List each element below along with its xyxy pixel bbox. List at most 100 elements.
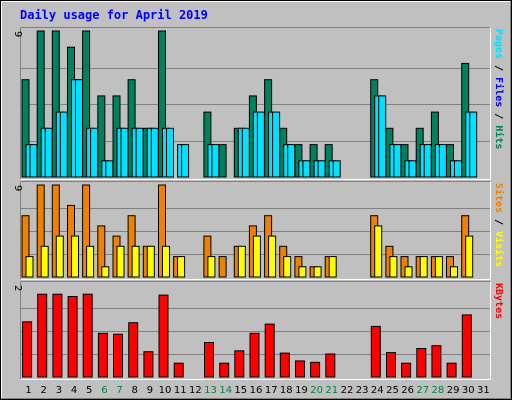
bar-kbytes-day-26 [401,362,412,378]
bar-pages-day-18 [287,144,296,178]
bar-sites-day-3 [55,235,64,278]
x-tick-label-day-11: 11 [174,385,187,396]
y-max-label: 2 [12,285,23,291]
bar-kbytes-day-19 [295,360,305,378]
bar-kbytes-day-27 [416,348,427,378]
x-tick-label-day-25: 25 [386,385,399,396]
bar-sites-day-5 [86,245,95,278]
bar-pages-day-21 [332,160,341,178]
bar-kbytes-day-25 [386,352,396,378]
x-tick-label-day-20: 20 [310,385,323,396]
x-tick-label-day-18: 18 [280,385,293,396]
bar-sites-day-28 [434,256,443,278]
bar-pages-day-4 [75,79,83,178]
series-sites [25,225,474,278]
x-tick-label-day-6: 6 [101,385,107,396]
x-tick-label-day-14: 14 [219,385,232,396]
bar-kbytes-day-21 [325,353,336,378]
legend: Pages / Files / Hits [493,29,505,149]
bar-pages-day-11 [181,144,190,178]
bar-kbytes-day-28 [431,345,442,378]
bar-pages-day-24 [378,95,387,178]
x-tick-label-day-27: 27 [416,385,429,396]
bar-kbytes-day-18 [279,352,290,378]
bar-kbytes-day-29 [446,362,457,378]
panel-visits-sites: 9 Sites / Visits [12,181,505,280]
bar-pages-day-5 [90,127,99,178]
bar-pages-day-10 [166,127,174,178]
bar-sites-day-2 [40,245,49,278]
bar-kbytes-day-1 [22,321,33,378]
bar-sites-day-6 [101,266,110,278]
legend-entry: / [493,59,504,77]
x-tick-label-day-2: 2 [41,385,47,396]
x-tick-label-day-26: 26 [401,385,414,396]
x-tick-label-day-9: 9 [147,385,153,396]
x-tick-label-day-7: 7 [116,385,122,396]
bar-sites-day-19 [298,266,307,278]
bar-pages-day-16 [256,111,265,178]
legend: Sites / Visits [493,183,505,267]
bar-sites-day-11 [177,256,186,278]
bar-sites-day-20 [313,266,322,278]
bar-kbytes-day-5 [82,293,93,378]
bar-sites-day-9 [146,245,155,278]
legend-entry: / [493,213,504,231]
legend: KBytes [493,283,504,319]
bar-kbytes-day-4 [67,296,78,378]
series-kbytes [22,293,472,378]
x-tick-label-day-22: 22 [341,385,354,396]
x-tick-label-day-1: 1 [25,385,31,396]
bar-kbytes-day-15 [234,350,245,378]
x-tick-label-day-19: 19 [295,385,308,396]
panel-kbytes: 2 KBytes [12,281,504,380]
x-tick-label-day-29: 29 [447,385,460,396]
bar-pages-day-20 [317,160,326,178]
bar-pages-day-13 [211,144,220,178]
x-tick-label-day-21: 21 [325,385,338,396]
bar-hits-day-14 [218,144,227,178]
bar-kbytes-day-16 [249,332,260,378]
bar-kbytes-day-30 [461,314,472,378]
x-tick-label-day-4: 4 [71,385,77,396]
bar-kbytes-day-14 [219,362,230,378]
x-tick-label-day-5: 5 [86,385,92,396]
bar-pages-day-29 [454,160,462,178]
bar-pages-day-3 [59,111,68,178]
legend-entry: Pages [493,29,504,59]
x-tick-label-day-30: 30 [462,385,475,396]
bar-sites-day-29 [450,266,458,278]
bar-pages-day-15 [241,127,250,178]
x-tick-label-day-3: 3 [56,385,62,396]
bar-kbytes-day-8 [128,322,139,378]
bar-sites-day-8 [131,245,140,278]
x-tick-label-day-8: 8 [132,385,138,396]
bar-pages-day-19 [302,160,311,178]
bar-kbytes-day-3 [52,293,63,378]
x-tick-label-day-15: 15 [234,385,247,396]
bar-kbytes-day-17 [264,323,275,378]
bar-pages-day-6 [105,160,114,178]
x-tick-label-day-28: 28 [432,385,445,396]
bar-pages-day-30 [469,111,478,178]
y-max-label: 9 [12,185,23,191]
bar-kbytes-day-20 [310,361,321,378]
x-tick-label-day-31: 31 [477,385,490,396]
y-max-label: 9 [12,31,23,37]
bar-kbytes-day-7 [113,333,123,378]
legend-entry: Visits [493,231,505,267]
x-tick-label-day-10: 10 [159,385,172,396]
bar-pages-day-2 [44,127,53,178]
bar-kbytes-day-2 [37,293,48,378]
bar-pages-day-25 [393,144,402,178]
bar-sites-day-26 [404,266,413,278]
chart-title: Daily usage for April 2019 [20,8,208,22]
series-pages [29,79,478,178]
bar-sites-day-10 [162,245,170,278]
x-tick-label-day-23: 23 [356,385,369,396]
bar-kbytes-day-6 [97,332,108,378]
bar-sites-day-25 [389,256,398,278]
legend-entry: Sites [493,183,505,213]
